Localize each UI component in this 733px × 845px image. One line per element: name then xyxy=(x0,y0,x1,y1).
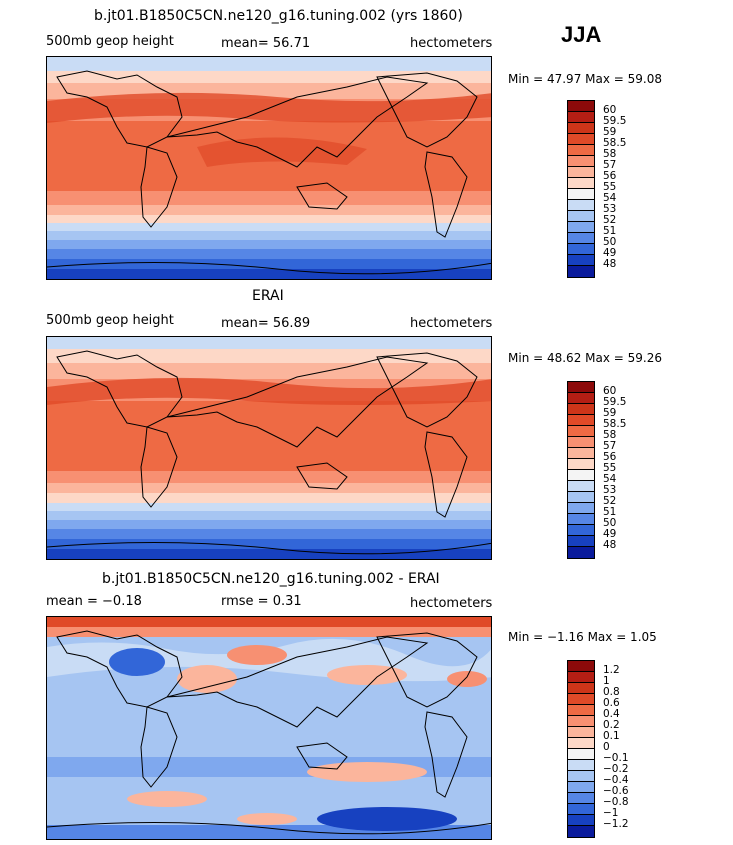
colorbar-level-label: 56 xyxy=(603,170,617,182)
colorbar-level-label: 55 xyxy=(603,462,617,474)
colorbar-level-label: 59 xyxy=(603,126,617,138)
colorbar-level-label: 1 xyxy=(603,675,610,687)
colorbar-level-label: 58 xyxy=(603,429,617,441)
colorbar-level-label: −1.2 xyxy=(603,818,629,830)
colorbar-level-label: 60 xyxy=(603,385,617,397)
colorbar-level-label: 50 xyxy=(603,236,617,248)
colorbar-level-label: 54 xyxy=(603,473,617,485)
panel2-map xyxy=(46,336,492,560)
panel3-minmax: Min = −1.16 Max = 1.05 xyxy=(508,630,657,644)
colorbar-level-label: 54 xyxy=(603,192,617,204)
colorbar-level-label: 59.5 xyxy=(603,115,627,127)
colorbar-level-label: 59 xyxy=(603,407,617,419)
colorbar-level-label: −0.2 xyxy=(603,763,629,775)
colorbar-level-label: 0 xyxy=(603,741,610,753)
panel2-variable: 500mb geop height xyxy=(46,313,174,328)
colorbar-level-label: 0.2 xyxy=(603,719,620,731)
colorbar-level-label: 59.5 xyxy=(603,396,627,408)
panel1-title: b.jt01.B1850C5CN.ne120_g16.tuning.002 (y… xyxy=(94,8,463,24)
panel3-map xyxy=(46,616,492,840)
panel3-colorbar xyxy=(567,660,595,838)
colorbar-level-label: 57 xyxy=(603,440,617,452)
panel1-units: hectometers xyxy=(410,36,493,51)
colorbar-level-label: 48 xyxy=(603,258,617,270)
panel3-title: b.jt01.B1850C5CN.ne120_g16.tuning.002 - … xyxy=(102,571,440,587)
colorbar-level-label: 49 xyxy=(603,528,617,540)
panel1-map xyxy=(46,56,492,280)
panel1-variable: 500mb geop height xyxy=(46,34,174,49)
colorbar-level-label: −0.1 xyxy=(603,752,629,764)
colorbar-level-label: 53 xyxy=(603,484,617,496)
colorbar-level-label: 58 xyxy=(603,148,617,160)
colorbar-level-label: 52 xyxy=(603,495,617,507)
panel2-units: hectometers xyxy=(410,316,493,331)
colorbar-level-label: −0.4 xyxy=(603,774,629,786)
colorbar-level-label: 49 xyxy=(603,247,617,259)
colorbar-level-label: 57 xyxy=(603,159,617,171)
colorbar-level-label: 58.5 xyxy=(603,418,627,430)
colorbar-level-label: 53 xyxy=(603,203,617,215)
colorbar-level-label: 0.8 xyxy=(603,686,620,698)
panel3-rmse: rmse = 0.31 xyxy=(221,594,302,609)
colorbar-level-label: 55 xyxy=(603,181,617,193)
colorbar-level-label: 50 xyxy=(603,517,617,529)
colorbar-level-label: 0.6 xyxy=(603,697,620,709)
colorbar-level-label: 0.1 xyxy=(603,730,620,742)
panel2-colorbar xyxy=(567,381,595,559)
colorbar-level-label: 58.5 xyxy=(603,137,627,149)
colorbar-level-label: 51 xyxy=(603,225,617,237)
panel1-minmax: Min = 47.97 Max = 59.08 xyxy=(508,72,662,86)
panel2-mean: mean= 56.89 xyxy=(221,316,311,331)
colorbar-level-label: 0.4 xyxy=(603,708,620,720)
colorbar-level-label: 51 xyxy=(603,506,617,518)
panel2-title: ERAI xyxy=(252,288,284,304)
colorbar-level-label: −1 xyxy=(603,807,619,819)
colorbar-level-label: −0.8 xyxy=(603,796,629,808)
panel3-map-svg xyxy=(47,617,491,839)
colorbar-level-label: 1.2 xyxy=(603,664,620,676)
panel1-colorbar xyxy=(567,100,595,278)
season-label: JJA xyxy=(561,22,602,47)
panel2-map-svg xyxy=(47,337,491,559)
colorbar-level-label: −0.6 xyxy=(603,785,629,797)
colorbar-level-label: 56 xyxy=(603,451,617,463)
panel2-minmax: Min = 48.62 Max = 59.26 xyxy=(508,351,662,365)
colorbar-level-label: 52 xyxy=(603,214,617,226)
panel1-mean: mean= 56.71 xyxy=(221,36,311,51)
panel3-mean: mean = −0.18 xyxy=(46,594,142,609)
panel3-units: hectometers xyxy=(410,596,493,611)
panel1-map-svg xyxy=(47,57,491,279)
colorbar-level-label: 60 xyxy=(603,104,617,116)
colorbar-level-label: 48 xyxy=(603,539,617,551)
